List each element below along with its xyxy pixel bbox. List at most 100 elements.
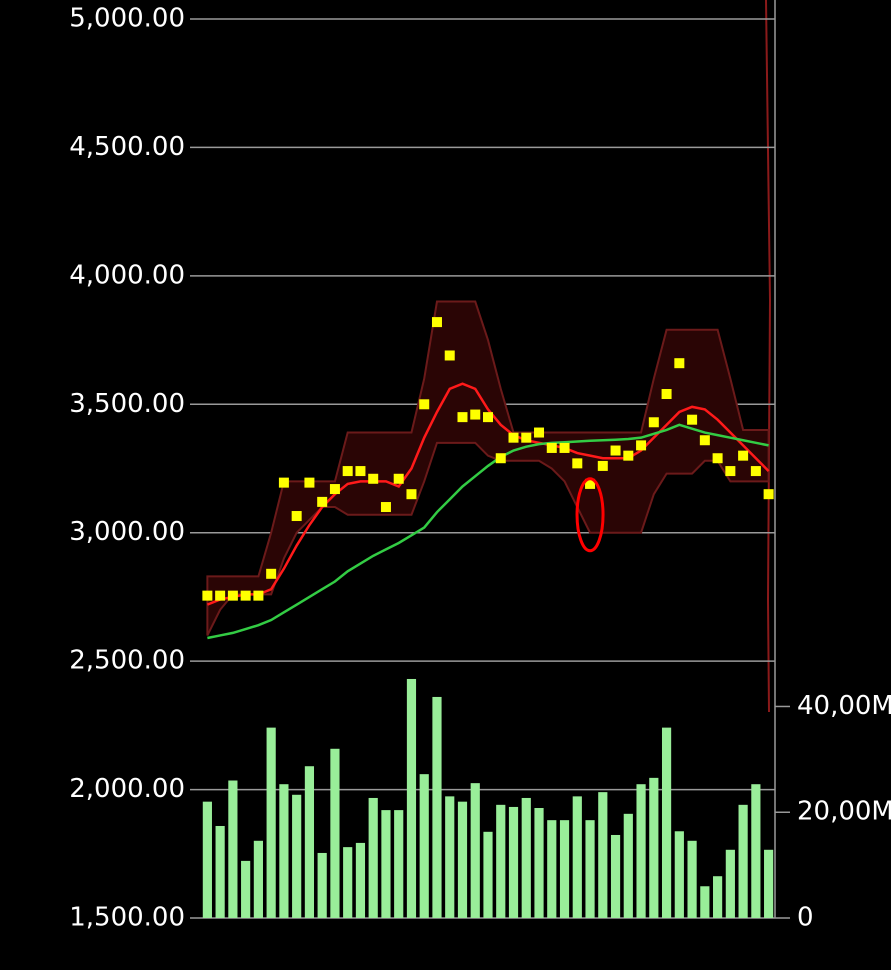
price-point bbox=[266, 568, 277, 579]
price-point bbox=[725, 466, 736, 477]
volume-bar bbox=[457, 801, 468, 918]
volume-bar bbox=[598, 792, 608, 918]
volume-bar bbox=[585, 820, 595, 918]
volume-bar bbox=[330, 748, 340, 918]
y-tick-label: 2,500.00 bbox=[69, 646, 185, 676]
price-point bbox=[636, 440, 647, 451]
price-point bbox=[368, 473, 379, 484]
volume-bar bbox=[241, 860, 251, 918]
price-point bbox=[712, 453, 723, 464]
volume-bar bbox=[343, 847, 353, 918]
volume-bar bbox=[368, 797, 378, 918]
volume-bar bbox=[470, 783, 480, 918]
volume-bar bbox=[406, 678, 417, 918]
price-point bbox=[610, 445, 621, 456]
price-point bbox=[419, 399, 430, 410]
price-point bbox=[444, 350, 455, 361]
volume-bar bbox=[687, 840, 697, 918]
decor-line bbox=[765, 0, 772, 713]
price-point bbox=[687, 414, 698, 425]
y-tick-label: 5,000.00 bbox=[69, 4, 185, 34]
volume-bar bbox=[419, 774, 429, 918]
price-point bbox=[304, 477, 315, 488]
volume-bar bbox=[266, 727, 276, 918]
price-point bbox=[495, 453, 506, 464]
highlight-ellipse bbox=[575, 477, 605, 553]
volume-bar bbox=[394, 810, 404, 918]
volume-bar bbox=[725, 849, 735, 918]
volume-bar bbox=[661, 727, 672, 918]
volume-bar bbox=[751, 784, 761, 918]
price-point bbox=[559, 442, 570, 453]
volume-bar bbox=[483, 831, 493, 918]
y-tick-label: 1,500.00 bbox=[69, 903, 185, 933]
price-point bbox=[508, 432, 519, 443]
volume-bar bbox=[292, 794, 302, 918]
price-point bbox=[202, 590, 213, 601]
volume-bar bbox=[496, 804, 506, 918]
volume-bar bbox=[381, 810, 391, 918]
y-tick-label: 4,500.00 bbox=[69, 132, 185, 162]
price-point bbox=[278, 477, 289, 488]
volume-bar bbox=[304, 766, 315, 918]
volume-bar bbox=[253, 840, 263, 918]
price-point bbox=[227, 590, 238, 601]
volume-bar bbox=[547, 820, 557, 918]
volume-bar bbox=[572, 796, 582, 918]
price-point bbox=[342, 466, 353, 477]
price-point bbox=[546, 442, 557, 453]
price-point bbox=[253, 590, 264, 601]
y2-tick-label: 0 bbox=[797, 903, 814, 933]
ma-line bbox=[207, 423, 769, 640]
volume-bar bbox=[610, 834, 621, 918]
volume-bar bbox=[317, 852, 327, 918]
volume-bar bbox=[738, 804, 748, 918]
price-point bbox=[431, 317, 442, 328]
price-point bbox=[406, 489, 417, 500]
price-point bbox=[585, 478, 596, 489]
price-point bbox=[623, 450, 634, 461]
volume-bar bbox=[623, 813, 633, 918]
price-point bbox=[572, 458, 583, 469]
price-point bbox=[674, 358, 685, 369]
y2-tick-label: 20,00M bbox=[797, 797, 891, 827]
volume-bar bbox=[215, 825, 225, 918]
price-point bbox=[380, 502, 391, 513]
volume-bar bbox=[202, 801, 212, 918]
price-point bbox=[763, 489, 774, 500]
price-point bbox=[291, 511, 302, 522]
volume-bar bbox=[713, 876, 723, 918]
price-point bbox=[317, 496, 328, 507]
price-point bbox=[329, 484, 340, 495]
band bbox=[206, 300, 770, 636]
volume-bar bbox=[228, 780, 238, 918]
price-point bbox=[470, 409, 481, 420]
y2-tick-label: 40,00M bbox=[797, 691, 891, 721]
volume-bar bbox=[521, 797, 531, 918]
volume-bar bbox=[508, 806, 519, 918]
price-point bbox=[215, 590, 226, 601]
volume-bar bbox=[355, 842, 366, 918]
price-point bbox=[483, 412, 493, 423]
volume-bar bbox=[674, 831, 684, 918]
ma-line bbox=[206, 382, 770, 606]
price-point bbox=[240, 590, 251, 601]
price-point bbox=[534, 427, 545, 438]
price-point bbox=[457, 412, 468, 423]
price-point bbox=[648, 417, 659, 428]
price-point bbox=[355, 466, 366, 477]
price-point bbox=[393, 473, 404, 484]
volume-bar bbox=[649, 777, 659, 918]
volume-bar bbox=[432, 696, 442, 918]
volume-bar bbox=[534, 808, 544, 918]
price-point bbox=[750, 466, 761, 477]
price-point bbox=[597, 460, 608, 471]
price-point bbox=[521, 432, 532, 443]
y-tick-label: 2,000.00 bbox=[69, 774, 185, 804]
price-point bbox=[661, 389, 672, 400]
volume-bar bbox=[559, 820, 570, 918]
volume-bar bbox=[445, 796, 455, 918]
volume-bar bbox=[700, 886, 710, 918]
